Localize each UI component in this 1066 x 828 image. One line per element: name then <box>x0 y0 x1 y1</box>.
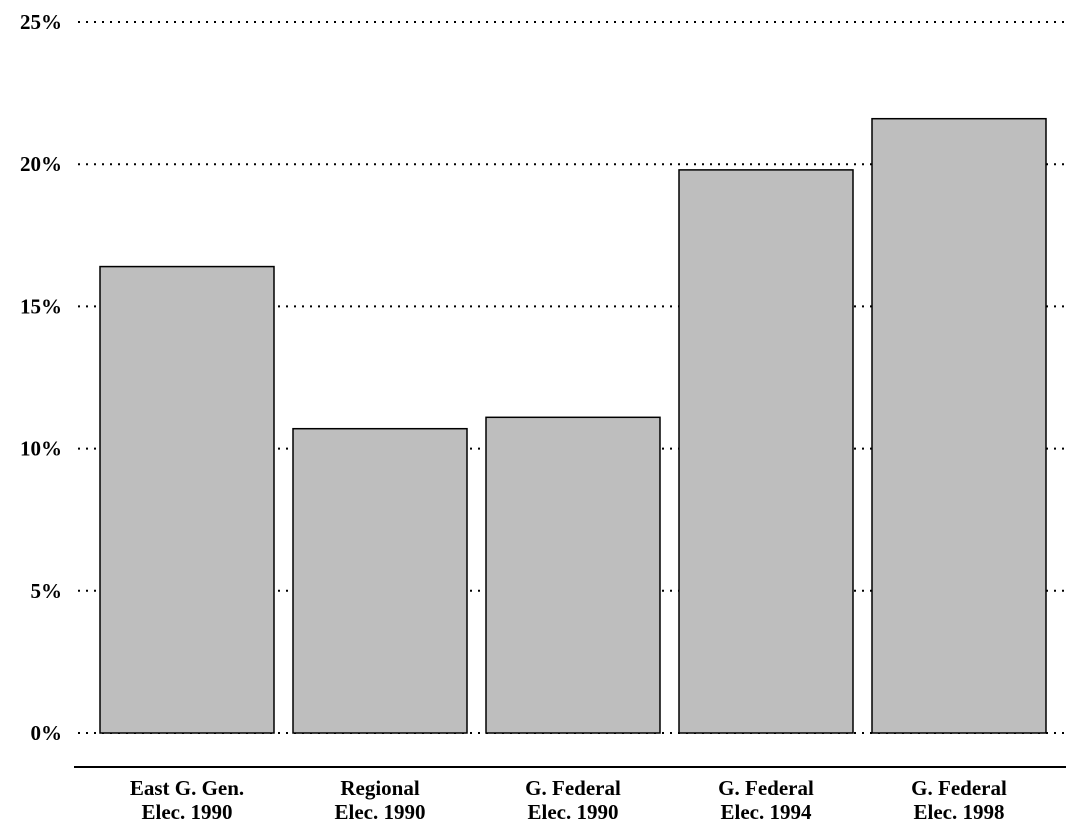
x-tick-label-3: G. Federal Elec. 1990 <box>525 776 621 824</box>
bar-4 <box>678 169 854 734</box>
y-tick-label-10: 10% <box>20 437 62 461</box>
x-tick-label-line: G. Federal <box>525 776 621 800</box>
bars <box>99 117 1047 734</box>
y-tick-label-25: 25% <box>20 10 62 34</box>
bar-1 <box>99 265 275 734</box>
x-tick-label-4: G. Federal Elec. 1994 <box>718 776 814 824</box>
x-tick-label-line: G. Federal <box>911 776 1007 800</box>
x-tick-label-line: G. Federal <box>718 776 814 800</box>
x-tick-label-1: East G. Gen. Elec. 1990 <box>130 776 244 824</box>
x-tick-label-line: Elec. 1990 <box>335 800 426 824</box>
y-tick-label-0: 0% <box>31 721 63 745</box>
x-tick-label-2: Regional Elec. 1990 <box>335 776 426 824</box>
bar-5 <box>871 117 1047 734</box>
y-tick-label-15: 15% <box>20 294 62 318</box>
y-tick-labels: 0% 5% 10% 15% 20% 25% <box>20 10 62 745</box>
bar-3 <box>485 416 661 734</box>
y-tick-label-20: 20% <box>20 152 62 176</box>
x-tick-label-line: Elec. 1994 <box>721 800 812 824</box>
x-tick-label-line: East G. Gen. <box>130 776 244 800</box>
x-tick-label-line: Regional <box>340 776 420 800</box>
x-tick-label-line: Elec. 1998 <box>914 800 1005 824</box>
bar-2 <box>292 427 468 734</box>
x-tick-label-line: Elec. 1990 <box>142 800 233 824</box>
x-tick-label-5: G. Federal Elec. 1998 <box>911 776 1007 824</box>
x-tick-label-line: Elec. 1990 <box>528 800 619 824</box>
y-tick-label-5: 5% <box>31 579 63 603</box>
